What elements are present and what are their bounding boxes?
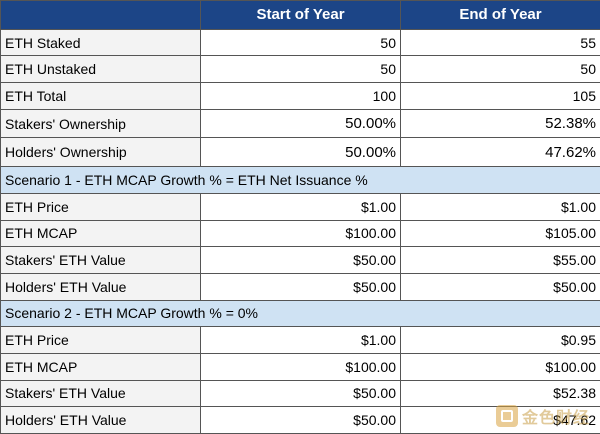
end-value: $1.00 — [400, 192, 600, 221]
end-value: $50.00 — [400, 272, 600, 301]
scenario-1-row: Scenario 1 - ETH MCAP Growth % = ETH Net… — [0, 166, 600, 194]
end-value: $52.38 — [400, 379, 600, 408]
start-value: 50.00% — [200, 137, 401, 168]
end-value: 50 — [400, 55, 600, 84]
row-label: Holders' Ownership — [0, 137, 201, 168]
start-value: $50.00 — [200, 406, 401, 434]
row-label: Holders' ETH Value — [0, 406, 201, 434]
table-row: Stakers' ETH Value $50.00 $52.38 — [0, 379, 600, 408]
end-value: $55.00 — [400, 246, 600, 274]
scenario-2-title: Scenario 2 - ETH MCAP Growth % = 0% — [0, 299, 600, 328]
row-label: ETH Unstaked — [0, 55, 201, 84]
row-label: ETH MCAP — [0, 352, 201, 381]
scenario-1-title: Scenario 1 - ETH MCAP Growth % = ETH Net… — [0, 166, 600, 194]
table-row: Holders' Ownership 50.00% 47.62% — [0, 137, 600, 168]
start-value: $100.00 — [200, 352, 401, 381]
end-value: $47.62 — [400, 406, 600, 434]
row-label: ETH Total — [0, 82, 201, 110]
row-label: ETH Staked — [0, 28, 201, 57]
end-value: $105.00 — [400, 219, 600, 248]
row-label: Stakers' ETH Value — [0, 246, 201, 274]
header-start-of-year: Start of Year — [200, 0, 401, 30]
start-value: $1.00 — [200, 326, 401, 354]
table-row: ETH Price $1.00 $1.00 — [0, 192, 600, 221]
start-value: 100 — [200, 82, 401, 110]
start-value: $1.00 — [200, 192, 401, 221]
row-label: ETH Price — [0, 326, 201, 354]
row-label: Holders' ETH Value — [0, 272, 201, 301]
end-value: 55 — [400, 28, 600, 57]
table-row: ETH Total 100 105 — [0, 82, 600, 110]
row-label: Stakers' ETH Value — [0, 379, 201, 408]
row-label: ETH Price — [0, 192, 201, 221]
table-row: ETH MCAP $100.00 $100.00 — [0, 352, 600, 381]
end-value: $0.95 — [400, 326, 600, 354]
table-row: Stakers' ETH Value $50.00 $55.00 — [0, 246, 600, 274]
table-row: ETH MCAP $100.00 $105.00 — [0, 219, 600, 248]
row-label: Stakers' Ownership — [0, 108, 201, 139]
header-blank-cell — [0, 0, 201, 30]
start-value: $50.00 — [200, 246, 401, 274]
end-value: 105 — [400, 82, 600, 110]
start-value: $100.00 — [200, 219, 401, 248]
end-value: $100.00 — [400, 352, 600, 381]
table-row: ETH Staked 50 55 — [0, 28, 600, 57]
table-row: ETH Unstaked 50 50 — [0, 55, 600, 84]
start-value: 50 — [200, 28, 401, 57]
start-value: 50.00% — [200, 108, 401, 139]
table-row: Holders' ETH Value $50.00 $47.62 — [0, 406, 600, 434]
header-end-of-year: End of Year — [400, 0, 600, 30]
header-row: Start of Year End of Year — [0, 0, 600, 30]
table-row: Holders' ETH Value $50.00 $50.00 — [0, 272, 600, 301]
scenario-2-row: Scenario 2 - ETH MCAP Growth % = 0% — [0, 299, 600, 328]
start-value: $50.00 — [200, 379, 401, 408]
row-label: ETH MCAP — [0, 219, 201, 248]
start-value: 50 — [200, 55, 401, 84]
start-value: $50.00 — [200, 272, 401, 301]
table-row: Stakers' Ownership 50.00% 52.38% — [0, 108, 600, 139]
end-value: 47.62% — [400, 137, 600, 168]
table-row: ETH Price $1.00 $0.95 — [0, 326, 600, 354]
end-value: 52.38% — [400, 108, 600, 139]
